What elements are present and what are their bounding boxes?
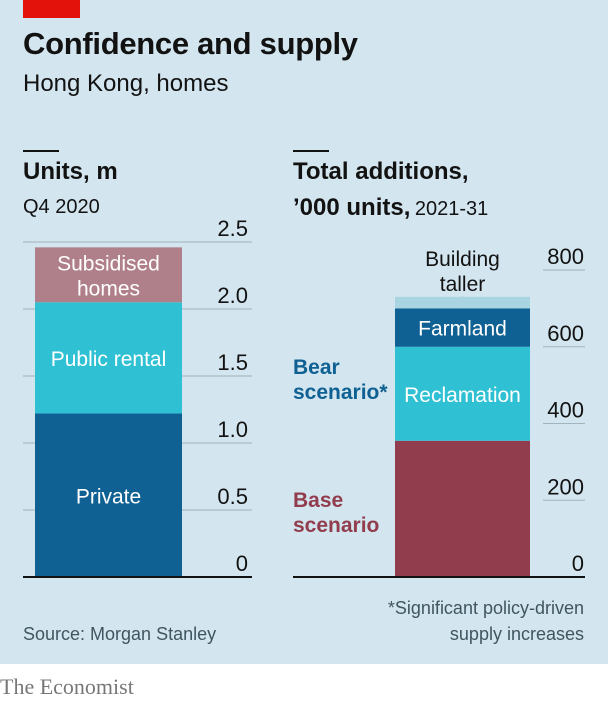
left-bar-label-private: Private	[76, 485, 141, 508]
right-bar-building-taller	[395, 296, 530, 309]
annotation-base-scenario: Base	[293, 489, 343, 512]
right-chart-unit: ’000 units,	[293, 194, 411, 221]
right-bar-reclamation	[395, 346, 530, 441]
annotation-base-scenario: scenario	[293, 514, 379, 537]
footnote-line-2: supply increases	[449, 624, 584, 644]
left-y-tick-label: 0.5	[217, 484, 248, 509]
left-bar-subsidised-homes	[35, 247, 182, 303]
brand-red-tag	[23, 0, 80, 18]
left-bar-private	[35, 413, 182, 577]
right-chart-title: Total additions,	[293, 158, 469, 185]
annotation-bear-scenario: Bear	[293, 356, 340, 379]
left-y-tick-label: 1.0	[217, 417, 248, 442]
chart-subtitle: Hong Kong, homes	[23, 70, 229, 97]
annotation-building-taller: taller	[440, 273, 486, 296]
left-heading-rule	[23, 150, 59, 152]
right-y-tick-label: 400	[547, 398, 584, 423]
left-y-tick-label: 1.5	[217, 350, 248, 375]
right-bar-base-scenario	[395, 440, 530, 577]
left-chart-title: Units, m	[23, 158, 118, 185]
economist-logo-text: The Economist	[0, 674, 134, 699]
charts-svg: 0 0.5 1.0 1.5 2.0 2.5 Private Public rental Subs…	[23, 216, 585, 578]
left-y-tick-label: 2.0	[217, 283, 248, 308]
right-chart-title-line2: ’000 units, 2021-31	[293, 194, 488, 222]
right-bar-label-farmland: Farmland	[418, 318, 507, 341]
left-bar-label-subsidised-homes: Subsidised	[57, 252, 160, 275]
left-chart-subtitle: Q4 2020	[23, 196, 100, 218]
right-y-tick-label: 0	[572, 551, 584, 576]
left-y-tick-label: 2.5	[217, 216, 248, 241]
left-bar-label-subsidised-homes: homes	[77, 277, 140, 300]
right-y-tick-label: 600	[547, 321, 584, 346]
right-bar-label-reclamation: Reclamation	[404, 384, 521, 407]
right-y-tick-label: 800	[547, 244, 584, 269]
footnote-line-1: *Significant policy-driven	[387, 598, 584, 618]
source-note: Source: Morgan Stanley	[23, 624, 217, 644]
left-y-tick-label: 0	[236, 551, 248, 576]
chart-title: Confidence and supply	[23, 26, 358, 61]
annotation-bear-scenario: scenario*	[293, 381, 388, 404]
right-heading-rule	[293, 150, 329, 152]
right-bar-farmland	[395, 308, 530, 347]
left-bar-public-rental	[35, 302, 182, 414]
right-chart-subtitle: 2021-31	[414, 198, 489, 220]
left-bar-label-public-rental: Public rental	[51, 348, 167, 371]
annotation-building-taller: Building	[425, 248, 500, 271]
right-y-tick-label: 200	[547, 474, 584, 499]
